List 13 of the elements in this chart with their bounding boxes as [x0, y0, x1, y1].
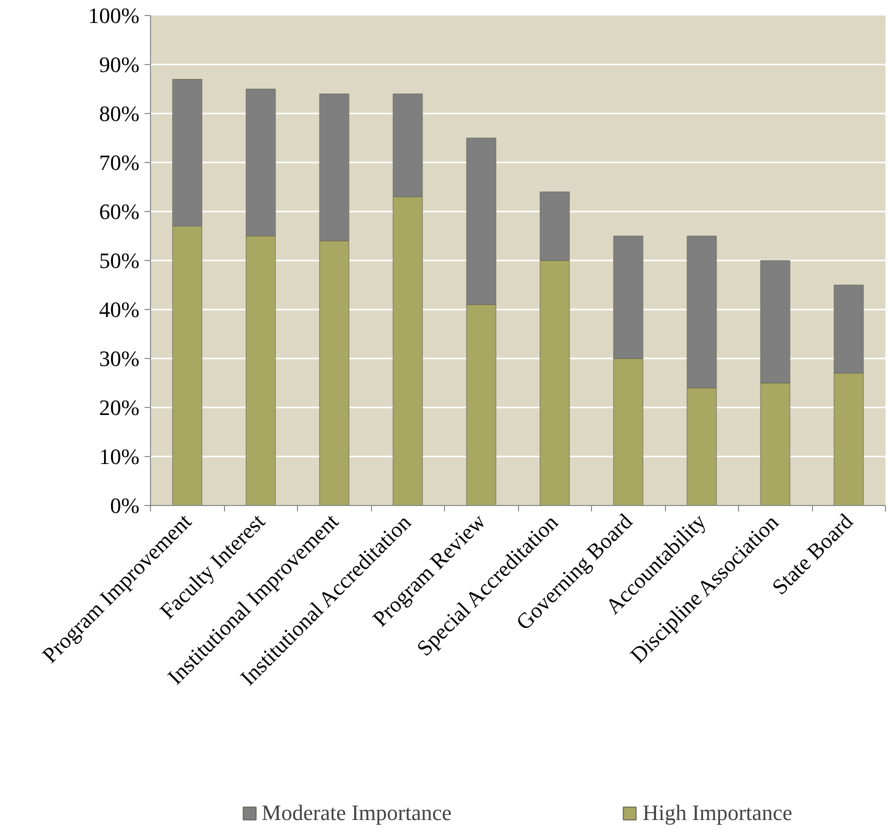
legend-label: Moderate Importance	[262, 800, 452, 826]
y-tick-label: 50%	[99, 248, 140, 273]
y-tick-label: 30%	[99, 346, 140, 371]
y-tick-label: 0%	[110, 493, 140, 518]
legend-label: High Importance	[642, 800, 792, 826]
y-tick-label: 80%	[99, 101, 140, 126]
y-tick-label: 60%	[99, 199, 140, 224]
y-tick-label: 10%	[99, 444, 140, 469]
y-tick-label: 90%	[99, 52, 140, 77]
y-tick-label: 70%	[99, 150, 140, 175]
y-tick-label: 40%	[99, 297, 140, 322]
y-tick-label: 20%	[99, 395, 140, 420]
y-tick-label: 100%	[88, 3, 140, 28]
